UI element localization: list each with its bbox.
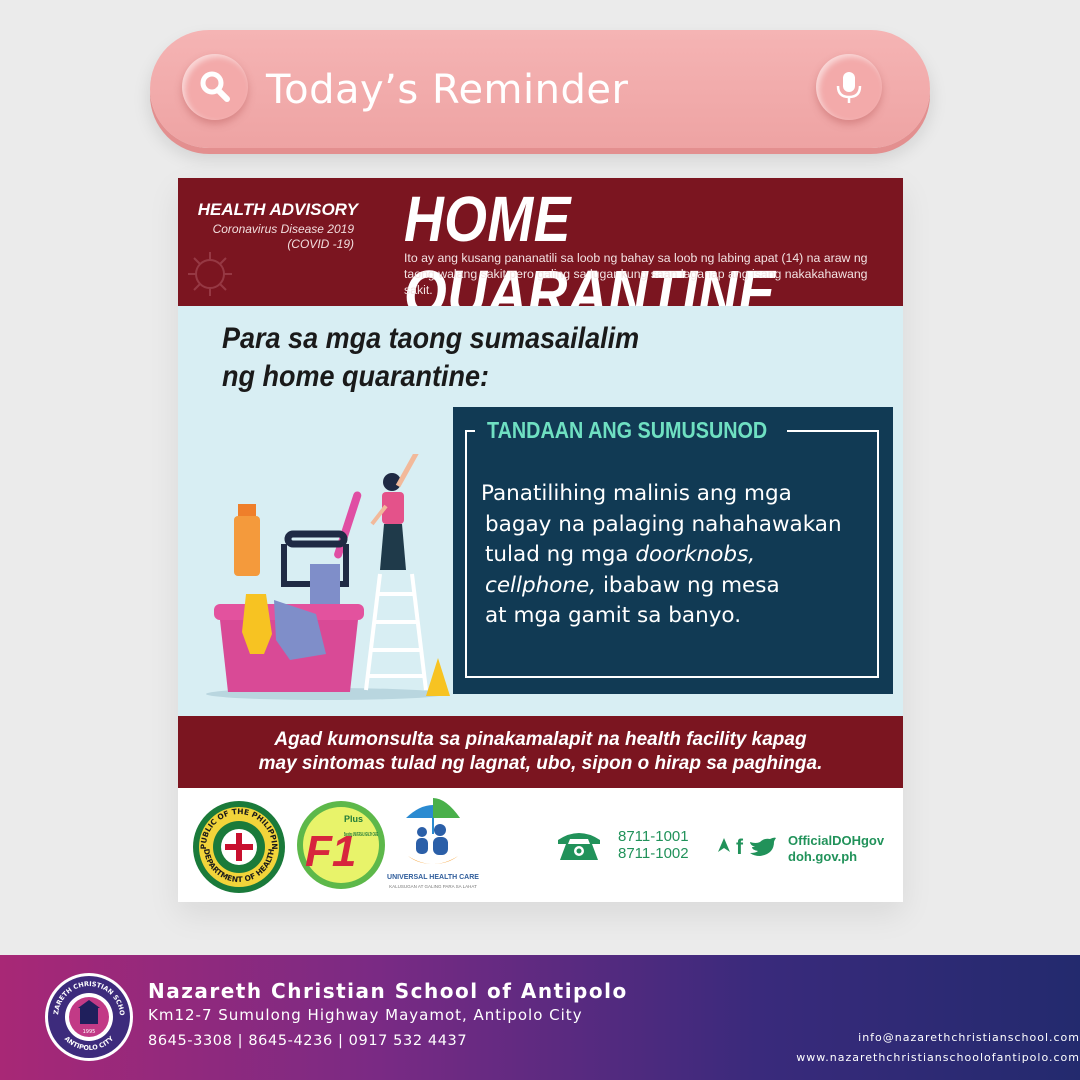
svg-text:Boosting UNIVERSAL HEALTH CARE: Boosting UNIVERSAL HEALTH CARE	[344, 832, 378, 838]
svg-text:F1: F1	[305, 827, 356, 876]
universal-health-care-logo	[406, 798, 460, 864]
virus-icon	[188, 252, 232, 296]
body-heading-line-1: Para sa mga taong sumasailalim	[222, 322, 640, 355]
partner-logos: REPUBLIC OF THE PHILIPPINES DEPARTMENT O…	[178, 788, 903, 902]
cleaning-illustration	[206, 454, 450, 700]
doh-hotline-2: 8711-1002	[618, 845, 689, 862]
health-advisory-poster: HEALTH ADVISORY Coronavirus Disease 2019…	[178, 178, 903, 902]
body-heading: Para sa mga taong sumasailalim ng home q…	[222, 320, 639, 396]
telephone-icon	[558, 833, 600, 860]
microphone-button[interactable]	[816, 54, 882, 120]
school-email[interactable]: info@nazarethchristianschool.com	[858, 1031, 1080, 1044]
twitter-icon	[750, 837, 776, 856]
uhc-tagline: KALUSUGAN AT GALING PARA SA LAHAT	[389, 884, 477, 889]
school-seal-logo: 1995 NAZARETH CHRISTIAN SCHOOL ANTIPOLO …	[44, 972, 133, 1061]
social-media-icons: f	[718, 836, 776, 858]
poster-body: Para sa mga taong sumasailalim ng home q…	[178, 306, 903, 716]
reminder-text: Panatilihing malinis ang mga bagay na pa…	[481, 481, 842, 628]
consult-banner: Agad kumonsulta sa pinakamalapit na heal…	[178, 716, 903, 788]
search-icon	[200, 71, 230, 102]
consult-text: Agad kumonsulta sa pinakamalapit na heal…	[258, 729, 823, 774]
advisory-subtitle: Coronavirus Disease 2019	[212, 222, 354, 236]
school-website[interactable]: www.nazarethchristianschoolofantipolo.co…	[796, 1051, 1080, 1064]
doh-social-handle[interactable]: OfficialDOHgov	[788, 833, 885, 848]
facebook-icon: f	[736, 836, 744, 858]
doh-seal-logo: REPUBLIC OF THE PHILIPPINES DEPARTMENT O…	[192, 800, 285, 893]
advisory-subtitle-2: (COVID -19)	[287, 237, 354, 251]
school-name: Nazareth Christian School of Antipolo	[148, 979, 628, 1003]
microphone-icon	[836, 72, 862, 103]
reminder-box: TANDAAN ANG SUMUSUNOD Panatilihing malin…	[453, 407, 893, 694]
reminder-title: TANDAAN ANG SUMUSUNOD	[487, 417, 768, 443]
doh-website-link[interactable]: doh.gov.ph	[788, 849, 858, 864]
reminder-search-bar[interactable]: Today’s Reminder	[150, 30, 930, 148]
uhc-label: UNIVERSAL HEALTH CARE	[387, 874, 479, 881]
body-heading-line-2: ng home quarantine:	[222, 360, 490, 393]
reminder-frame	[465, 430, 879, 678]
poster-header: HEALTH ADVISORY Coronavirus Disease 2019…	[178, 178, 903, 329]
doh-hotline-1: 8711-1001	[618, 828, 689, 845]
school-phone-numbers: 8645-3308 | 8645-4236 | 0917 532 4437	[148, 1033, 468, 1049]
school-footer: 1995 NAZARETH CHRISTIAN SCHOOL ANTIPOLO …	[0, 955, 1080, 1080]
search-title: Today’s Reminder	[266, 67, 629, 113]
poster-description: Ito ay ang kusang pananatili sa loob ng …	[404, 251, 868, 297]
svg-text:Plus: Plus	[344, 814, 363, 824]
search-button[interactable]	[182, 54, 248, 120]
advisory-title: HEALTH ADVISORY	[197, 200, 358, 219]
school-address: Km12-7 Sumulong Highway Mayamot, Antipol…	[148, 1006, 583, 1024]
svg-text:1995: 1995	[83, 1029, 96, 1035]
f1-plus-logo: F1 Plus Boosting UNIVERSAL HEALTH CARE	[297, 801, 385, 889]
share-icon	[718, 838, 730, 852]
